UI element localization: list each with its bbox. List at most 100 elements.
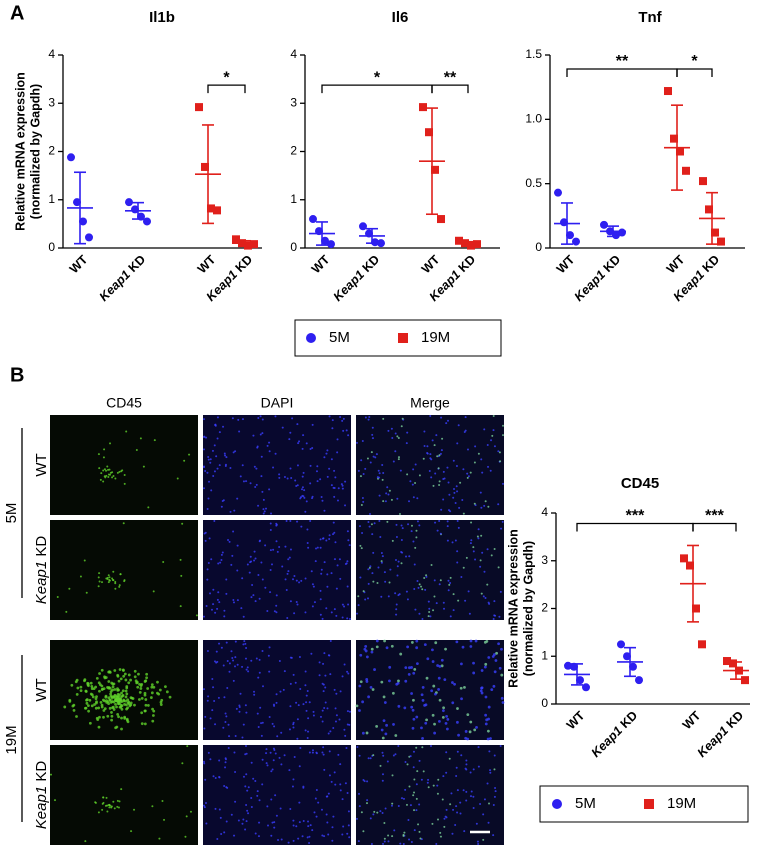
speckle: [228, 540, 231, 543]
speckle: [479, 559, 482, 562]
speckle: [413, 667, 417, 671]
speckle: [430, 563, 433, 566]
speckle: [365, 655, 369, 659]
speckle: [335, 714, 338, 717]
speckle: [470, 539, 473, 542]
y-tick-label: 4: [48, 47, 55, 61]
speckle: [348, 723, 351, 726]
speckle: [270, 798, 273, 801]
speckle: [94, 685, 98, 689]
speckle: [212, 775, 215, 778]
speckle: [409, 480, 412, 483]
speckle: [114, 587, 117, 590]
speckle: [367, 597, 370, 600]
speckle: [88, 721, 92, 725]
speckle: [333, 469, 336, 472]
speckle: [339, 690, 342, 693]
speckle: [145, 672, 149, 676]
speckle: [146, 704, 150, 707]
speckle: [396, 565, 399, 568]
speckle: [260, 475, 263, 478]
speckle: [368, 525, 371, 528]
speckle: [413, 778, 416, 781]
speckle: [53, 799, 56, 802]
micrograph: [50, 520, 198, 620]
point: [213, 206, 221, 215]
speckle: [109, 692, 113, 696]
speckle: [385, 646, 389, 650]
speckle: [412, 671, 416, 675]
speckle: [384, 580, 387, 583]
speckle: [124, 695, 128, 699]
speckle: [410, 840, 413, 843]
speckle: [281, 426, 284, 429]
speckle: [281, 565, 284, 568]
speckle: [480, 669, 484, 672]
speckle: [426, 452, 429, 455]
speckle: [90, 704, 94, 708]
speckle: [304, 670, 307, 673]
speckle: [250, 761, 253, 764]
speckle: [440, 658, 444, 662]
speckle: [125, 717, 129, 721]
speckle: [413, 587, 416, 590]
speckle: [236, 599, 239, 602]
speckle: [117, 806, 120, 809]
speckle: [421, 588, 424, 591]
speckle: [260, 734, 263, 737]
speckle: [105, 474, 108, 477]
speckle: [451, 832, 454, 835]
speckle: [262, 498, 265, 501]
speckle: [437, 467, 440, 470]
speckle: [211, 678, 214, 681]
speckle: [328, 537, 331, 540]
speckle: [391, 436, 394, 439]
speckle: [252, 777, 255, 780]
point: [125, 198, 133, 207]
speckle: [409, 755, 412, 758]
speckle: [431, 822, 434, 825]
speckle: [242, 818, 245, 821]
speckle: [274, 752, 277, 755]
speckle: [462, 512, 465, 515]
speckle: [234, 734, 237, 737]
point: [250, 240, 258, 249]
point: [201, 162, 209, 171]
speckle: [415, 783, 418, 786]
speckle: [102, 456, 105, 459]
speckle: [398, 513, 401, 515]
speckle: [484, 597, 487, 600]
speckle: [269, 751, 272, 754]
speckle: [116, 688, 120, 692]
speckle: [439, 452, 442, 455]
speckle: [358, 792, 361, 795]
speckle: [428, 469, 431, 472]
speckle: [330, 780, 333, 783]
speckle: [431, 648, 434, 652]
speckle: [358, 684, 362, 688]
speckle: [213, 520, 216, 522]
point: [623, 652, 631, 661]
speckle: [405, 555, 408, 558]
point: [617, 640, 625, 649]
speckle: [415, 715, 419, 719]
speckle: [282, 688, 285, 691]
speckle: [188, 453, 191, 456]
speckle: [245, 668, 248, 671]
speckle: [450, 792, 453, 795]
speckle: [333, 495, 336, 498]
y-tick-label: 1.0: [525, 112, 542, 126]
speckle: [456, 720, 459, 724]
legend-marker: [398, 333, 408, 343]
speckle: [360, 811, 363, 814]
speckle: [224, 463, 227, 466]
speckle: [469, 795, 472, 798]
speckle: [464, 730, 468, 733]
speckle: [304, 611, 307, 614]
speckle: [314, 560, 317, 563]
speckle: [489, 771, 492, 774]
speckle: [343, 605, 346, 608]
speckle: [268, 441, 271, 444]
point: [431, 165, 439, 174]
speckle: [292, 778, 295, 781]
